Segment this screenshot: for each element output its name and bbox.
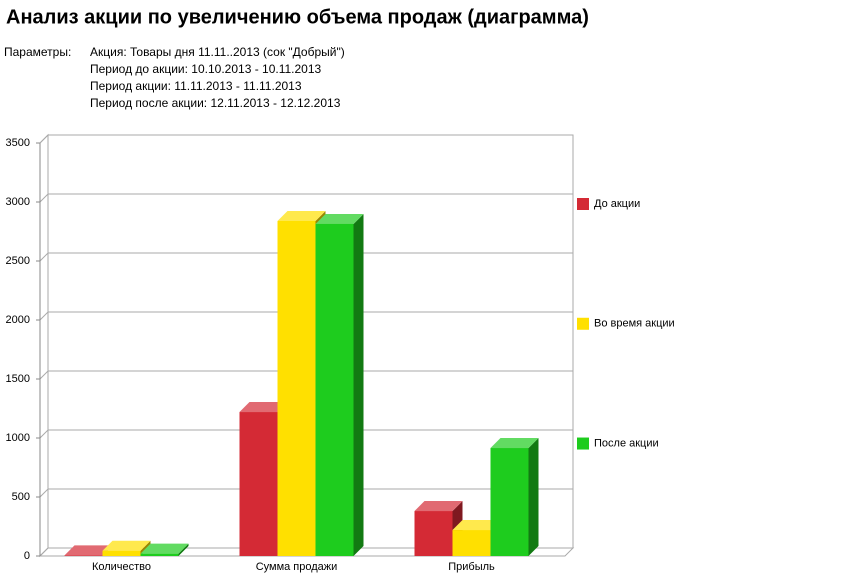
x-tick-label: Количество: [92, 561, 151, 573]
bar-side: [528, 438, 539, 556]
legend-swatch: [577, 437, 589, 450]
bar-top: [102, 540, 151, 551]
bar-top: [315, 213, 364, 224]
bar: [239, 412, 278, 556]
bar: [64, 555, 103, 556]
bar-top: [140, 543, 189, 554]
bar: [490, 448, 529, 556]
grid-line: [39, 311, 573, 321]
legend-swatch: [577, 317, 589, 330]
y-tick-label: 2500: [6, 255, 30, 267]
bar: [140, 553, 179, 556]
grid-line: [39, 252, 573, 262]
bar: [315, 223, 354, 556]
bar: [414, 511, 453, 556]
bar-top: [414, 501, 463, 512]
grid-line: [39, 488, 573, 498]
parameters-label: Параметры:: [4, 45, 71, 59]
x-tick-label: Сумма продажи: [256, 561, 338, 573]
parameter-line: Период акции: 11.11.2013 - 11.11.2013: [90, 79, 302, 93]
y-tick-label: 1500: [6, 373, 30, 385]
bar-top: [277, 210, 326, 221]
legend-swatch: [577, 198, 589, 210]
y-tick-label: 500: [12, 491, 30, 503]
parameter-line: Период после акции: 12.11.2013 - 12.12.2…: [90, 96, 341, 110]
y-tick-label: 2000: [6, 314, 30, 326]
y-tick-label: 0: [24, 550, 30, 562]
bar-top: [239, 402, 288, 413]
bar-side: [353, 213, 364, 556]
bar: [102, 550, 141, 556]
parameter-line: Акция: Товары дня 11.11..2013 (сок "Добр…: [90, 45, 345, 59]
bar-top: [452, 520, 501, 531]
legend-label: Во время акции: [594, 318, 675, 330]
grid-line: [39, 429, 573, 439]
bar-top: [64, 545, 113, 556]
grid-line: [39, 134, 573, 144]
y-tick-label: 3500: [6, 137, 30, 149]
bar: [452, 530, 491, 556]
bar: [277, 220, 316, 557]
report-title: Анализ акции по увеличению объема продаж…: [6, 6, 589, 28]
legend-label: До акции: [594, 198, 640, 210]
y-tick-label: 3000: [6, 196, 30, 208]
grid-line: [39, 193, 573, 203]
bar-top: [490, 438, 539, 449]
x-tick-label: Прибыль: [448, 561, 495, 573]
grid-line: [39, 547, 573, 557]
parameter-line: Период до акции: 10.10.2013 - 10.11.2013: [90, 62, 322, 76]
legend-label: После акции: [594, 437, 659, 449]
y-tick-label: 1000: [6, 432, 30, 444]
bar-side: [178, 543, 189, 556]
grid-line: [39, 370, 573, 380]
